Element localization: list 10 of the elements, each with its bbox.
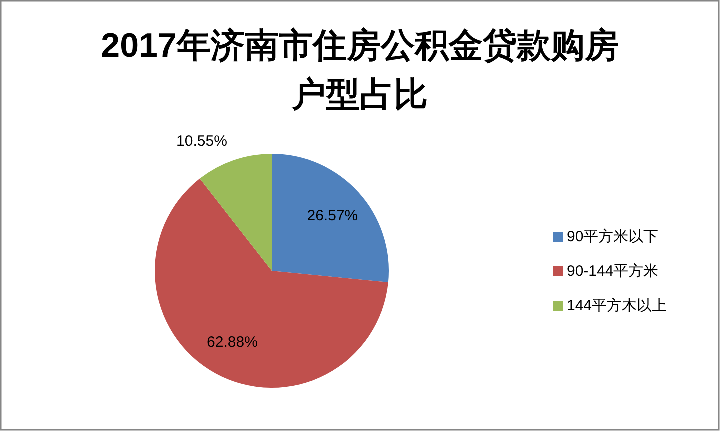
data-label: 62.88% xyxy=(207,334,258,352)
pie-slice xyxy=(200,154,272,271)
legend-label: 144平方木以上 xyxy=(567,298,668,314)
legend-label: 90平方米以下 xyxy=(567,228,659,246)
pie-slice xyxy=(272,154,389,283)
data-label: 26.57% xyxy=(307,208,358,225)
legend-label: 90-144平方米 xyxy=(567,263,659,280)
pie-slice xyxy=(155,178,388,388)
chart-title: 2017年济南市住房公积金贷款购房户型占比 xyxy=(101,27,619,114)
data-label: 10.55% xyxy=(176,132,228,150)
